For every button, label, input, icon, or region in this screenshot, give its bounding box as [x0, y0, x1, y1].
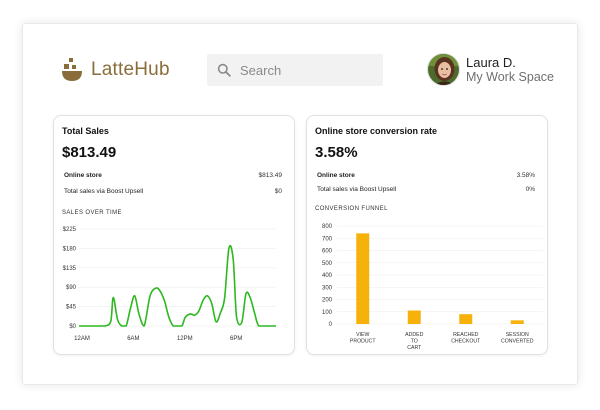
category-label: CART: [407, 345, 422, 351]
user-profile[interactable]: Laura D. My Work Space: [427, 53, 554, 86]
category-label: PRODUCT: [350, 339, 376, 345]
funnel-bar: [510, 320, 524, 324]
sales-over-time-chart: $0 $45 $90 $135 $180 $225 12AM 6AM 12PM 6PM: [63, 227, 276, 342]
breakdown-value: 3.58%: [516, 172, 535, 179]
user-workspace: My Work Space: [466, 69, 554, 84]
funnel-bar: [459, 314, 473, 324]
y-tick-label: 0: [329, 322, 333, 328]
y-tick-label: 200: [322, 298, 333, 304]
category-label: TO: [411, 339, 418, 345]
x-tick-label: 6AM: [127, 336, 139, 342]
breakdown-value: $0: [274, 188, 282, 195]
y-tick-label: $90: [66, 285, 77, 291]
search-icon: [217, 63, 231, 77]
breakdown-row: Total sales via Boost Upsell 0%: [317, 186, 535, 193]
avatar[interactable]: [427, 53, 460, 86]
conversion-rate-card: Online store conversion rate 3.58% Onlin…: [306, 115, 548, 355]
x-tick-label: 12AM: [74, 336, 90, 342]
category-label: ADDED: [405, 332, 423, 338]
conversion-rate-value: 3.58%: [315, 144, 358, 161]
breakdown-label: Online store: [317, 172, 355, 179]
funnel-bar: [356, 233, 370, 324]
category-label: VIEW: [356, 332, 369, 338]
y-tick-label: 400: [322, 273, 333, 279]
x-tick-label: 12PM: [177, 336, 193, 342]
total-sales-value: $813.49: [62, 144, 117, 161]
y-tick-label: 700: [322, 236, 333, 242]
y-tick-label: 100: [322, 310, 333, 316]
breakdown-row: Online store 3.58%: [317, 172, 535, 179]
app-name: LatteHub: [91, 59, 170, 80]
card-title: Online store conversion rate: [315, 126, 438, 136]
breakdown-row: Total sales via Boost Upsell $0: [64, 188, 282, 195]
y-tick-label: $45: [66, 305, 77, 311]
category-label: CONVERTED: [501, 339, 534, 345]
section-label: CONVERSION FUNNEL: [315, 206, 388, 212]
sales-line: [79, 244, 276, 327]
breakdown-value: 0%: [525, 186, 535, 193]
breakdown-label: Total sales via Boost Upsell: [64, 188, 144, 195]
search-input[interactable]: Search: [207, 54, 383, 86]
coffee-cup-logo-icon: [62, 58, 82, 81]
category-label: REACHED: [453, 332, 479, 338]
y-tick-label: 600: [322, 249, 333, 255]
search-placeholder: Search: [240, 62, 282, 78]
y-tick-label: 300: [322, 285, 333, 291]
breakdown-row: Online store $813.49: [64, 172, 282, 179]
category-label: CHECKOUT: [451, 339, 481, 345]
breakdown-label: Total sales via Boost Upsell: [317, 186, 397, 193]
breakdown-label: Online store: [64, 172, 102, 179]
dashboard-frame: LatteHub Search Laura D. My Work Space: [22, 23, 578, 385]
y-tick-label: $135: [63, 266, 77, 272]
x-tick-label: 6PM: [230, 336, 242, 342]
breakdown-value: $813.49: [258, 172, 283, 179]
section-label: SALES OVER TIME: [62, 210, 122, 216]
total-sales-card: Total Sales $813.49 Online store $813.49…: [53, 115, 295, 355]
y-tick-label: 800: [322, 224, 333, 230]
card-title: Total Sales: [62, 126, 109, 136]
user-name: Laura D.: [466, 54, 516, 70]
app-logo[interactable]: LatteHub: [60, 57, 170, 83]
y-tick-label: $225: [63, 227, 77, 233]
y-tick-label: $0: [69, 324, 76, 330]
category-label: SESSION: [506, 332, 529, 338]
y-tick-label: $180: [63, 246, 77, 252]
funnel-bar: [407, 310, 421, 324]
y-tick-label: 500: [322, 261, 333, 267]
avatar-image: [428, 54, 459, 85]
